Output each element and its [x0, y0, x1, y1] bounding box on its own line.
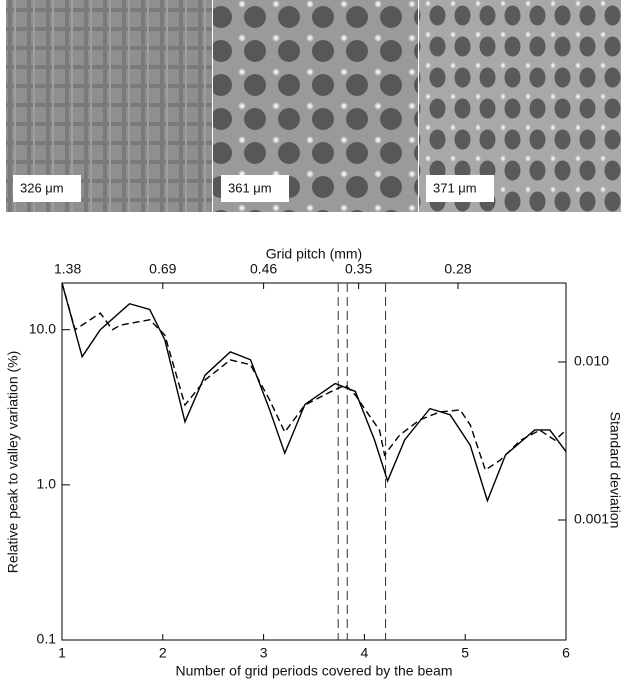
- figure: 326 μm 361 μm 371 μm Grid pitch (mm) Num…: [0, 0, 621, 683]
- y-tick-label: 0.1: [37, 631, 57, 647]
- y2-tick-label: 0.010: [574, 353, 609, 369]
- data-line: [62, 283, 566, 470]
- x2-tick-label: 0.28: [444, 261, 471, 277]
- plot-frame: [62, 283, 566, 640]
- panel-label: 361 μm: [228, 180, 272, 195]
- x-tick-label: 6: [562, 645, 570, 661]
- panel-label: 326 μm: [20, 180, 64, 195]
- x-tick-label: 1: [58, 645, 66, 661]
- y2-axis-title: Standard deviation: [607, 412, 621, 529]
- x-tick-label: 4: [361, 645, 369, 661]
- x-axis-title: Number of grid periods covered by the be…: [175, 663, 452, 679]
- x2-tick-label: 0.35: [345, 261, 372, 277]
- x-tick-label: 5: [461, 645, 469, 661]
- y-tick-label: 10.0: [29, 320, 56, 336]
- x2-axis-title: Grid pitch (mm): [266, 246, 362, 262]
- data-line: [62, 283, 566, 501]
- panel-label: 371 μm: [433, 180, 477, 195]
- x2-tick-label: 0.46: [250, 261, 277, 277]
- x2-tick-label: 0.69: [149, 261, 176, 277]
- x-tick-label: 3: [260, 645, 268, 661]
- y-axis-title: Relative peak to valley variation (%): [5, 351, 21, 574]
- x-tick-label: 2: [159, 645, 167, 661]
- x2-tick-label: 1.38: [54, 261, 81, 277]
- y2-tick-label: 0.001: [574, 511, 609, 527]
- y-tick-label: 1.0: [37, 476, 57, 492]
